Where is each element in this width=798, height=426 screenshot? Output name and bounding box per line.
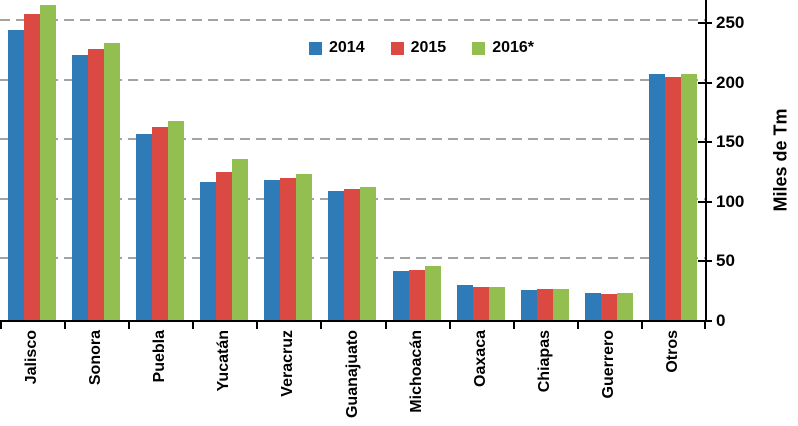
legend-label: 2014: [329, 39, 365, 56]
y-axis-tick-label-50: 50: [716, 251, 735, 271]
x-axis-tick-1: [64, 320, 66, 329]
y-axis-tick-50: [698, 260, 712, 263]
bar-group-jalisco: [0, 0, 64, 320]
y-axis-tick-100: [698, 200, 712, 203]
x-axis-label-oaxaca: Oaxaca: [471, 330, 489, 387]
bar-2014-chiapas: [520, 290, 537, 320]
bar-2016-guanajuato: [360, 187, 377, 320]
x-axis-tick-11: [704, 320, 706, 329]
x-axis-tick-5: [320, 320, 322, 329]
bar-2015-sonora: [88, 49, 105, 320]
y-axis-tick-label-0: 0: [716, 311, 726, 330]
bar-2016-otros: [680, 74, 697, 320]
bar-group-yucatan: [192, 0, 256, 320]
bar-group-guerrero: [577, 0, 641, 320]
gridline-150: [0, 138, 705, 141]
y-axis-tick-200: [698, 81, 712, 84]
bar-2014-yucatan: [200, 182, 217, 320]
bar-2014-otros: [648, 74, 665, 320]
bar-group-puebla: [128, 0, 192, 320]
y-axis-tick-label-200: 200: [716, 72, 745, 92]
x-axis-tick-4: [256, 320, 258, 329]
bar-2016-puebla: [168, 121, 185, 320]
bar-2016-jalisco: [40, 5, 57, 320]
x-axis-label-sonora: Sonora: [87, 330, 105, 386]
bar-2014-oaxaca: [456, 285, 473, 320]
bar-2014-jalisco: [8, 30, 25, 320]
x-axis-tick-0: [0, 320, 2, 329]
bar-2016-oaxaca: [488, 287, 505, 320]
bar-2014-michoacan: [392, 271, 409, 320]
bar-2015-guanajuato: [344, 189, 361, 320]
x-axis-label-otros: Otros: [663, 330, 681, 373]
x-axis-tick-3: [192, 320, 194, 329]
legend-label: 2016*: [492, 39, 535, 56]
bar-2016-michoacan: [424, 266, 441, 320]
x-axis-tick-6: [385, 320, 387, 329]
y-axis-tick-label-100: 100: [716, 191, 745, 211]
y-axis-tick-label-250: 250: [716, 13, 745, 33]
legend: 2014 2015 2016*: [309, 39, 534, 57]
bar-2015-chiapas: [536, 289, 553, 320]
bar-2016-sonora: [104, 43, 121, 320]
x-axis-label-guanajuato: Guanajuato: [343, 330, 361, 419]
bar-2014-veracruz: [264, 180, 281, 320]
legend-label: 2015: [410, 39, 447, 56]
bar-2014-sonora: [72, 55, 89, 320]
y-axis-tick-150: [698, 141, 712, 144]
x-axis-label-jalisco: Jalisco: [23, 330, 41, 385]
x-axis-label-guerrero: Guerrero: [599, 330, 617, 399]
bar-group-otros: [641, 0, 705, 320]
bar-group-chiapas: [513, 0, 577, 320]
bar-2015-yucatan: [216, 172, 233, 320]
bar-2014-puebla: [136, 134, 153, 320]
x-axis-tick-9: [577, 320, 579, 329]
bar-2015-michoacan: [408, 270, 425, 320]
y-axis-tick-250: [698, 22, 712, 25]
bar-group-oaxaca: [449, 0, 513, 320]
bar-2015-puebla: [152, 127, 169, 320]
bar-2016-veracruz: [296, 174, 313, 320]
legend-swatch-icon: [472, 41, 486, 55]
x-axis-label-yucatan: Yucatán: [215, 330, 233, 392]
bar-2015-guerrero: [600, 294, 617, 320]
bar-group-sonora: [64, 0, 128, 320]
x-axis-label-michoacan: Michoacán: [407, 330, 425, 413]
bar-2015-jalisco: [24, 14, 41, 320]
x-axis-tick-7: [449, 320, 451, 329]
x-axis-label-puebla: Puebla: [151, 330, 169, 383]
bar-group-michoacan: [385, 0, 449, 320]
bar-2014-guanajuato: [328, 191, 345, 320]
x-axis-tick-2: [128, 320, 130, 329]
x-axis-tick-10: [641, 320, 643, 329]
bar-group-veracruz: [256, 0, 320, 320]
bar-2015-veracruz: [280, 178, 297, 320]
legend-item-2014: 2014: [309, 39, 365, 57]
bar-2015-oaxaca: [472, 287, 489, 320]
gridline-200: [0, 78, 705, 81]
bar-2015-otros: [664, 77, 681, 320]
y-axis-tick-label-150: 150: [716, 132, 745, 152]
bar-2016-guerrero: [616, 293, 633, 320]
x-axis-label-chiapas: Chiapas: [535, 330, 553, 393]
y-axis-title: Miles de Tm: [770, 108, 791, 212]
legend-swatch-icon: [309, 41, 322, 55]
plot-area: [0, 0, 712, 322]
bar-2016-chiapas: [552, 289, 569, 320]
legend-swatch-icon: [390, 41, 404, 55]
legend-item-2016: 2016*: [472, 39, 534, 57]
x-axis-label-veracruz: Veracruz: [279, 330, 297, 397]
x-axis-tick-8: [513, 320, 515, 329]
bar-group-guanajuato: [320, 0, 384, 320]
gridline-250: [0, 19, 705, 22]
legend-item-2015: 2015: [390, 39, 447, 57]
bar-2016-yucatan: [232, 159, 249, 320]
bar-2014-guerrero: [584, 293, 601, 320]
